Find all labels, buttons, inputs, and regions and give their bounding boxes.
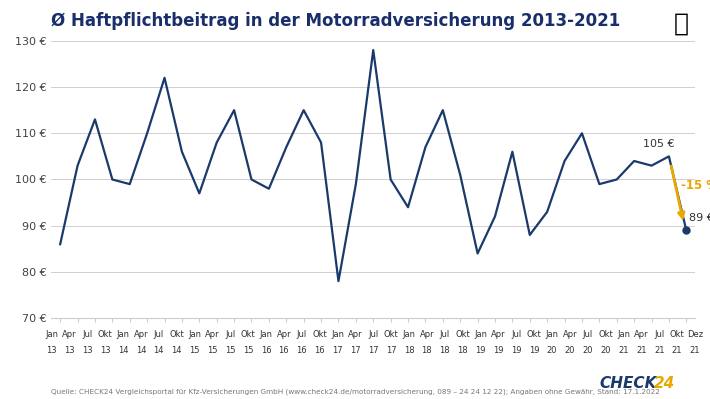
Text: 16: 16 — [315, 346, 325, 355]
Text: 16: 16 — [261, 346, 271, 355]
Text: Jul: Jul — [297, 330, 307, 339]
Text: Jan: Jan — [617, 330, 630, 339]
Text: Okt: Okt — [241, 330, 256, 339]
Text: 18: 18 — [422, 346, 432, 355]
Text: Jul: Jul — [368, 330, 378, 339]
Text: 18: 18 — [439, 346, 450, 355]
Text: 21: 21 — [672, 346, 682, 355]
Text: 19: 19 — [475, 346, 486, 355]
Text: 19: 19 — [493, 346, 503, 355]
Text: 24: 24 — [654, 376, 675, 391]
Text: Okt: Okt — [455, 330, 470, 339]
Text: 21: 21 — [636, 346, 647, 355]
Text: 17: 17 — [350, 346, 361, 355]
Text: 16: 16 — [278, 346, 289, 355]
Text: Jan: Jan — [116, 330, 129, 339]
Text: Jul: Jul — [654, 330, 665, 339]
Text: Jan: Jan — [259, 330, 273, 339]
Text: Okt: Okt — [527, 330, 542, 339]
Text: 15: 15 — [207, 346, 217, 355]
Text: 16: 16 — [297, 346, 307, 355]
Text: Jul: Jul — [583, 330, 593, 339]
Text: Jul: Jul — [225, 330, 235, 339]
Text: 15: 15 — [190, 346, 200, 355]
Text: 18: 18 — [404, 346, 415, 355]
Text: Jul: Jul — [82, 330, 92, 339]
Text: 20: 20 — [601, 346, 611, 355]
Text: 89 €: 89 € — [689, 213, 710, 223]
Text: 13: 13 — [64, 346, 75, 355]
Text: Jan: Jan — [188, 330, 201, 339]
Text: 17: 17 — [386, 346, 396, 355]
Text: 20: 20 — [564, 346, 575, 355]
Text: Jan: Jan — [331, 330, 344, 339]
Text: 13: 13 — [46, 346, 57, 355]
Text: Apr: Apr — [562, 330, 577, 339]
Text: 15: 15 — [225, 346, 236, 355]
Text: Okt: Okt — [312, 330, 327, 339]
Text: Okt: Okt — [98, 330, 112, 339]
Text: Quelle: CHECK24 Vergleichsportal für Kfz-Versicherungen GmbH (www.check24.de/mot: Quelle: CHECK24 Vergleichsportal für Kfz… — [52, 389, 660, 395]
Text: Apr: Apr — [634, 330, 649, 339]
Text: 🏍: 🏍 — [674, 12, 689, 36]
Text: Apr: Apr — [491, 330, 506, 339]
Text: 14: 14 — [171, 346, 182, 355]
Text: -15 %: -15 % — [681, 179, 710, 192]
Text: 13: 13 — [82, 346, 92, 355]
Text: Apr: Apr — [133, 330, 148, 339]
Text: 17: 17 — [332, 346, 343, 355]
Text: Jan: Jan — [545, 330, 559, 339]
Text: 19: 19 — [529, 346, 540, 355]
Text: Jan: Jan — [403, 330, 415, 339]
Text: 18: 18 — [457, 346, 468, 355]
Text: 105 €: 105 € — [643, 139, 674, 150]
Text: Dez: Dez — [687, 330, 703, 339]
Text: CHECK: CHECK — [600, 376, 657, 391]
Text: Apr: Apr — [62, 330, 77, 339]
Text: Jan: Jan — [45, 330, 58, 339]
Text: 21: 21 — [618, 346, 629, 355]
Text: Jul: Jul — [511, 330, 521, 339]
Text: Ø Haftpflichtbeitrag in der Motorradversicherung 2013-2021: Ø Haftpflichtbeitrag in der Motorradvers… — [52, 12, 621, 30]
Text: 14: 14 — [136, 346, 146, 355]
Text: 15: 15 — [243, 346, 253, 355]
Text: Jan: Jan — [474, 330, 487, 339]
Text: 14: 14 — [118, 346, 129, 355]
Text: 21: 21 — [689, 346, 700, 355]
Text: Okt: Okt — [599, 330, 613, 339]
Text: Okt: Okt — [670, 330, 684, 339]
Text: Jul: Jul — [439, 330, 450, 339]
Text: 19: 19 — [511, 346, 522, 355]
Text: Apr: Apr — [277, 330, 291, 339]
Text: 21: 21 — [654, 346, 665, 355]
Text: Okt: Okt — [383, 330, 398, 339]
Text: 14: 14 — [153, 346, 164, 355]
Text: Apr: Apr — [420, 330, 435, 339]
Text: Jul: Jul — [153, 330, 164, 339]
Text: 13: 13 — [100, 346, 111, 355]
Text: 20: 20 — [582, 346, 593, 355]
Text: Apr: Apr — [205, 330, 219, 339]
Text: Apr: Apr — [348, 330, 363, 339]
Text: 20: 20 — [547, 346, 557, 355]
Text: Okt: Okt — [169, 330, 184, 339]
Text: 17: 17 — [368, 346, 378, 355]
